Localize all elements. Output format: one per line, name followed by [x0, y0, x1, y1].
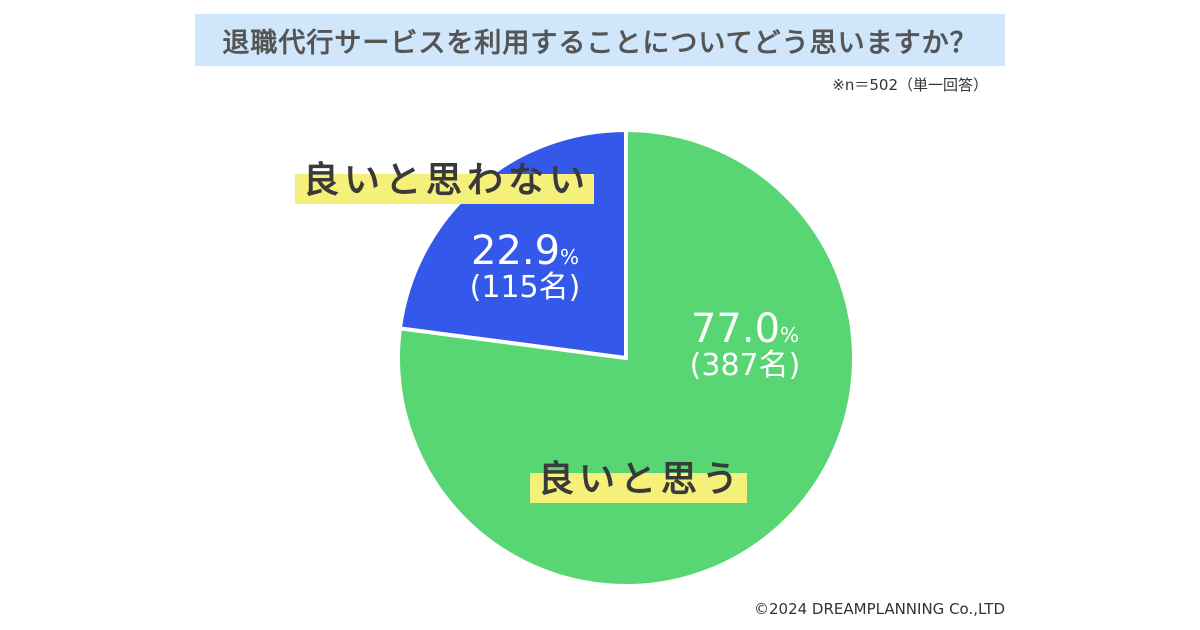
percent-unit-negative: %	[560, 245, 580, 269]
slice-label-positive: 良いと思う	[530, 457, 748, 503]
chart-title: 退職代行サービスを利用することについてどう思いますか？	[195, 14, 1005, 66]
count-value-negative: (115名)	[469, 270, 581, 305]
count-value-positive: (387名)	[689, 348, 801, 383]
copyright-text: ©2024 DREAMPLANNING Co.,LTD	[753, 600, 1005, 618]
data-label-positive: 77.0% (387名)	[670, 308, 820, 382]
data-label-negative: 22.9% (115名)	[455, 230, 595, 304]
percent-value-negative: 22.9	[470, 228, 561, 274]
slice-label-negative: 良いと思わない	[295, 158, 595, 204]
sample-size-note: ※n＝502（単一回答）	[832, 76, 988, 94]
percent-value-positive: 77.0	[690, 306, 781, 352]
percent-unit-positive: %	[780, 323, 800, 347]
